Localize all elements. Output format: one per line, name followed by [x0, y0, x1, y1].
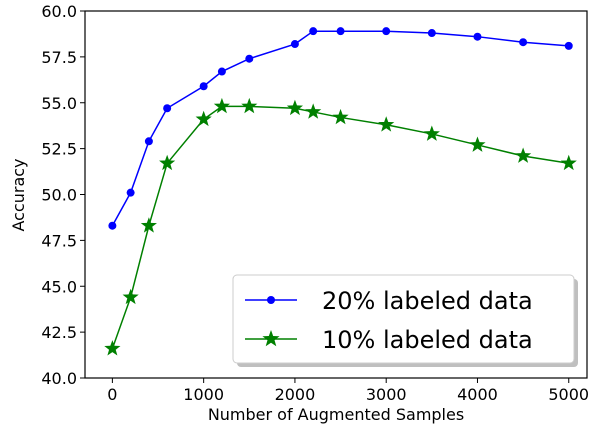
series-10pct-point: [560, 154, 577, 171]
y-tick-label: 60.0: [41, 2, 77, 21]
series-20pct-point: [473, 32, 482, 41]
series-10pct-point: [286, 99, 304, 116]
series-10pct-point: [378, 116, 395, 132]
series-20pct-point: [163, 104, 172, 113]
series-10pct-point: [241, 97, 258, 114]
series-20pct-point: [126, 188, 135, 197]
series-20pct-point: [309, 27, 318, 36]
series-10pct-point: [515, 147, 532, 163]
series-10pct-point: [140, 217, 157, 233]
series-20pct-point: [427, 29, 436, 38]
series-10pct-point: [469, 136, 486, 152]
series-20pct-line: [111, 30, 569, 227]
legend-box: [232, 274, 575, 364]
y-axis-label: Accuracy: [9, 158, 28, 231]
x-tick-label: 0: [107, 385, 117, 404]
series-10pct-point: [423, 125, 440, 141]
y-tick-label: 47.5: [41, 231, 77, 250]
series-10pct-point: [332, 108, 349, 125]
y-tick-label: 40.0: [41, 369, 77, 388]
legend-entry-10pct-marker: [262, 330, 280, 347]
x-axis-label: Number of Augmented Samples: [208, 405, 464, 424]
x-tick-label: 1000: [183, 385, 224, 404]
series-10pct-point: [305, 103, 322, 119]
x-tick-label: 4000: [457, 385, 498, 404]
legend-entry-10pct-label: 10% labeled data: [322, 326, 533, 354]
series-20pct-point: [336, 27, 345, 36]
series-20pct-point: [144, 137, 153, 146]
y-axis-ticks: 40.0 42.5 45.0 47.5 50.0 52.5 55.0 57.5 60.0: [41, 2, 85, 388]
x-tick-label: 5000: [548, 385, 589, 404]
legend-entry-20pct-label: 20% labeled data: [322, 287, 533, 315]
series-20pct-point: [199, 82, 208, 91]
y-tick-label: 45.0: [41, 277, 77, 296]
series-20pct-point: [519, 38, 528, 47]
series-10pct-point: [213, 97, 230, 114]
x-tick-label: 3000: [366, 385, 407, 404]
series-10pct-point: [159, 154, 176, 171]
series-10pct-point: [122, 288, 139, 305]
series-20pct-point: [382, 27, 391, 36]
x-axis-ticks: 0 1000 2000 3000 4000 5000: [107, 378, 589, 404]
y-tick-label: 42.5: [41, 323, 77, 342]
series-20pct-point: [290, 40, 299, 49]
series-10pct-point: [195, 110, 212, 127]
series-20pct-point: [108, 221, 117, 230]
y-tick-label: 55.0: [41, 94, 77, 113]
x-tick-label: 2000: [275, 385, 316, 404]
series-10pct-point: [104, 340, 121, 356]
series-20pct-point: [217, 67, 226, 76]
y-tick-label: 50.0: [41, 186, 77, 205]
series-20pct-point: [245, 54, 254, 63]
series-20pct-point: [564, 41, 573, 50]
legend-entry-20pct-marker: [267, 296, 275, 304]
y-tick-label: 57.5: [41, 48, 77, 67]
y-tick-label: 52.5: [41, 140, 77, 159]
plot-marks: [104, 27, 577, 356]
legend: 20% labeled data 10% labeled data: [232, 274, 578, 367]
legend-items: 20% labeled data 10% labeled data: [245, 287, 533, 354]
